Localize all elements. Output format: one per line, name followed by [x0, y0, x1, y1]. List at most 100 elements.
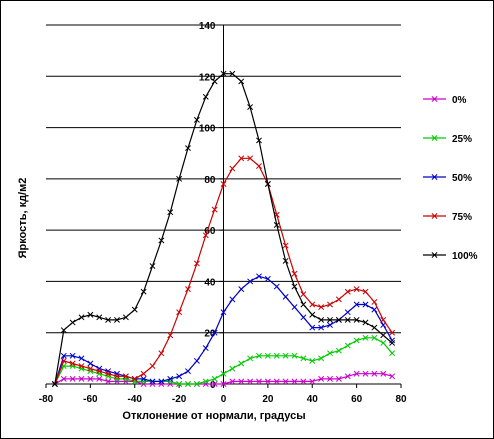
data-point — [318, 324, 325, 331]
data-point — [300, 301, 307, 308]
data-point — [389, 373, 396, 380]
data-point — [247, 104, 254, 111]
data-point — [389, 329, 396, 336]
data-point — [282, 242, 289, 249]
data-point — [229, 378, 236, 385]
data-point — [105, 316, 112, 323]
data-point — [264, 352, 271, 359]
data-point — [380, 370, 387, 377]
data-point — [167, 375, 174, 382]
data-point — [327, 375, 333, 382]
data-point — [87, 365, 94, 372]
data-point — [220, 181, 227, 187]
data-point — [282, 352, 289, 359]
data-point — [185, 381, 191, 387]
data-point — [282, 293, 289, 300]
data-point — [309, 357, 316, 364]
data-point — [211, 375, 218, 382]
x-tick-label: 40 — [307, 394, 319, 405]
data-point — [344, 373, 351, 380]
data-point — [140, 288, 147, 295]
data-point — [185, 286, 191, 293]
x-tick-label: 0 — [221, 394, 227, 405]
data-point — [327, 350, 333, 357]
data-point — [69, 360, 76, 367]
data-point — [362, 288, 369, 295]
data-point — [158, 378, 165, 385]
data-point — [149, 381, 156, 387]
data-point — [211, 78, 218, 85]
data-point — [69, 352, 76, 359]
data-point — [60, 357, 67, 364]
y-tick-label: 20 — [204, 329, 216, 340]
data-point — [69, 319, 76, 326]
data-point — [114, 316, 120, 323]
data-point — [220, 70, 227, 77]
data-point — [389, 350, 396, 357]
data-point — [247, 278, 254, 285]
data-point — [335, 375, 342, 382]
data-point — [327, 301, 333, 308]
x-tick-label: -80 — [39, 394, 54, 405]
data-point — [131, 306, 138, 313]
data-point — [380, 332, 387, 339]
data-point — [220, 309, 227, 316]
data-point — [238, 286, 245, 293]
data-point — [229, 70, 236, 77]
legend-layer: 0% 25% 50% 75% 100% — [423, 95, 478, 262]
data-point — [353, 316, 360, 323]
data-point — [96, 368, 103, 375]
data-point — [327, 322, 333, 328]
legend-swatch-marker — [431, 135, 438, 141]
x-tick-label: -60 — [83, 394, 98, 405]
data-point — [273, 352, 280, 359]
data-point — [220, 370, 227, 377]
data-point — [256, 163, 262, 169]
data-point — [131, 375, 138, 382]
data-point — [327, 316, 333, 323]
data-point — [300, 378, 307, 385]
data-point — [167, 332, 174, 339]
x-tick-label: 80 — [395, 394, 407, 405]
data-point — [247, 155, 254, 162]
data-point — [149, 378, 156, 385]
data-point — [193, 357, 200, 364]
data-point — [176, 373, 183, 380]
data-point — [220, 381, 227, 387]
data-point — [69, 375, 76, 382]
data-point — [309, 311, 316, 318]
y-tick-label: 80 — [204, 175, 216, 186]
data-point — [229, 165, 236, 172]
data-point — [122, 314, 129, 321]
data-point — [105, 370, 112, 377]
data-point — [335, 347, 342, 354]
data-point — [158, 381, 165, 387]
data-point — [291, 352, 298, 359]
data-point — [78, 363, 85, 370]
data-point — [238, 155, 245, 162]
data-point — [362, 319, 369, 326]
data-point — [273, 222, 280, 228]
data-point — [238, 78, 245, 85]
x-tick-label: 20 — [262, 394, 274, 405]
data-point — [256, 378, 262, 385]
y-tick-label: 100 — [199, 124, 216, 135]
data-point — [335, 316, 342, 323]
x-tick-label: 60 — [351, 394, 363, 405]
data-point — [273, 378, 280, 385]
data-point — [105, 378, 112, 385]
data-point — [256, 352, 262, 359]
data-point — [291, 304, 298, 311]
data-point — [380, 340, 387, 346]
data-point — [185, 368, 191, 375]
data-point — [353, 370, 360, 377]
data-point — [318, 355, 325, 362]
data-point — [114, 373, 120, 380]
data-point — [362, 370, 369, 377]
data-point — [247, 355, 254, 362]
legend-label: 100% — [452, 251, 478, 262]
data-point — [176, 381, 183, 387]
data-point — [193, 116, 200, 123]
